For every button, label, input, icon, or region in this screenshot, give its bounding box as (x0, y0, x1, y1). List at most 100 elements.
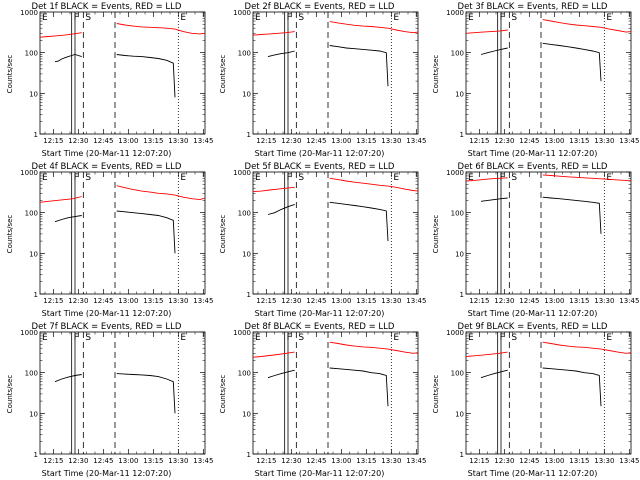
series-line-events (329, 367, 389, 407)
time-marker-label: E (180, 333, 186, 343)
chart-svg: 1 10 100 1000 12:15 12:30 12:45 13:00 13:15 13:30… (233, 9, 426, 145)
plot-frame (465, 11, 632, 135)
chart-title: Det 7f BLACK = Events, RED = LLD (31, 322, 182, 332)
series-line-events (267, 369, 295, 379)
series-line-events (480, 47, 508, 55)
y-axis-label: Counts/sec (6, 374, 14, 414)
x-tick-label: 12:30 (68, 137, 88, 145)
time-marker-label: E (606, 13, 612, 23)
chart-title: Det 1f BLACK = Events, RED = LLD (31, 2, 182, 12)
chart-title: Det 8f BLACK = Events, RED = LLD (244, 322, 395, 332)
x-tick-label: 12:15 (43, 297, 63, 305)
series-line-lld (252, 186, 295, 193)
x-tick-label: 13:15 (143, 137, 163, 145)
time-marker-label: E (393, 13, 399, 23)
x-tick-label: 13:00 (331, 457, 351, 465)
series-line-lld (39, 32, 82, 38)
series-line-events (480, 197, 508, 202)
x-tick-label: 13:00 (118, 297, 138, 305)
chart-title: Det 9f BLACK = Events, RED = LLD (457, 322, 608, 332)
x-tick-label: 12:30 (68, 297, 88, 305)
series-line-lld (465, 29, 508, 34)
x-tick-label: 13:15 (569, 457, 589, 465)
x-tick-label: 13:00 (118, 457, 138, 465)
series-line-lld (465, 351, 508, 357)
time-marker-label: F (287, 173, 292, 183)
y-tick-label: 10 (242, 90, 251, 98)
series-line-events (116, 54, 176, 98)
x-tick-label: 12:30 (494, 297, 514, 305)
chart-svg: 1 10 100 1000 12:15 12:30 12:45 13:00 13:15 13:30… (233, 329, 426, 465)
time-marker-label: S (298, 173, 304, 183)
x-tick-label: 13:00 (331, 297, 351, 305)
y-tick-label: 1 (460, 291, 464, 299)
y-tick-label: 1000 (20, 169, 38, 177)
y-tick-label: 1 (247, 131, 251, 139)
corner-marker-label: E (468, 333, 474, 343)
x-axis-label: Start Time (20-Mar-11 12:07:20) (41, 469, 172, 478)
y-tick-label: 1000 (233, 169, 251, 177)
series-line-lld (329, 341, 419, 354)
chart-panel-det-6: 1 10 100 1000 12:15 12:30 12:45 13:00 13:15 13:30… (426, 160, 639, 320)
x-tick-label: 13:30 (168, 297, 188, 305)
y-tick-label: 10 (455, 410, 464, 418)
y-tick-label: 100 (451, 370, 464, 378)
x-tick-label: 13:45 (619, 297, 639, 305)
x-axis-label: Start Time (20-Mar-11 12:07:20) (467, 309, 598, 318)
series-line-lld (116, 185, 206, 201)
chart-svg: 1 10 100 1000 12:15 12:30 12:45 13:00 13:15 13:30… (20, 9, 213, 145)
x-tick-label: 13:45 (193, 457, 213, 465)
time-marker-label: S (511, 333, 517, 343)
corner-marker-label: E (42, 333, 48, 343)
time-marker-label: F (74, 173, 79, 183)
series-line-events (54, 215, 82, 223)
y-axis-label: Counts/sec (6, 214, 14, 254)
x-tick-label: 13:30 (168, 457, 188, 465)
corner-marker-label: E (255, 13, 261, 23)
series-line-lld (329, 177, 419, 192)
time-marker-label: F (287, 333, 292, 343)
x-tick-label: 13:45 (406, 297, 426, 305)
series-line-events (267, 203, 295, 215)
x-tick-label: 13:15 (143, 457, 163, 465)
x-tick-label: 13:45 (619, 137, 639, 145)
corner-marker-label: E (42, 173, 48, 183)
x-tick-label: 13:00 (544, 137, 564, 145)
y-axis-label: Counts/sec (219, 214, 227, 254)
x-tick-label: 12:45 (306, 457, 326, 465)
x-tick-label: 13:15 (356, 137, 376, 145)
x-tick-label: 13:15 (356, 457, 376, 465)
y-tick-label: 100 (238, 50, 251, 58)
x-tick-label: 12:30 (494, 457, 514, 465)
chart-panel-det-7: 1 10 100 1000 12:15 12:30 12:45 13:00 13:15 13:30… (0, 320, 213, 480)
x-tick-label: 13:15 (569, 137, 589, 145)
y-axis-label: Counts/sec (219, 374, 227, 414)
corner-marker-label: E (468, 13, 474, 23)
time-marker-label: F (74, 333, 79, 343)
plot-frame (39, 331, 206, 455)
time-marker-label: S (85, 13, 91, 23)
y-tick-label: 1 (460, 451, 464, 459)
x-tick-label: 13:45 (619, 457, 639, 465)
x-tick-label: 13:45 (193, 137, 213, 145)
y-axis-label: Counts/sec (432, 54, 440, 94)
plot-frame (465, 331, 632, 455)
time-marker-label: E (393, 173, 399, 183)
y-tick-label: 100 (25, 210, 38, 218)
x-tick-label: 12:30 (494, 137, 514, 145)
corner-marker-label: E (468, 173, 474, 183)
y-axis-label: Counts/sec (219, 54, 227, 94)
y-tick-label: 100 (238, 210, 251, 218)
x-tick-label: 12:30 (68, 457, 88, 465)
series-line-events (542, 196, 602, 234)
x-axis-label: Start Time (20-Mar-11 12:07:20) (41, 309, 172, 318)
chart-panel-det-3: 1 10 100 1000 12:15 12:30 12:45 13:00 13:15 13:30… (426, 0, 639, 160)
y-tick-label: 1000 (446, 329, 464, 337)
chart-panel-det-4: 1 10 100 1000 12:15 12:30 12:45 13:00 13:15 13:30… (0, 160, 213, 320)
x-axis-label: Start Time (20-Mar-11 12:07:20) (254, 469, 385, 478)
time-marker-label: F (74, 13, 79, 23)
x-tick-label: 12:15 (256, 297, 276, 305)
x-tick-label: 12:15 (469, 137, 489, 145)
y-tick-label: 1000 (20, 9, 38, 17)
chart-title: Det 6f BLACK = Events, RED = LLD (457, 162, 608, 172)
